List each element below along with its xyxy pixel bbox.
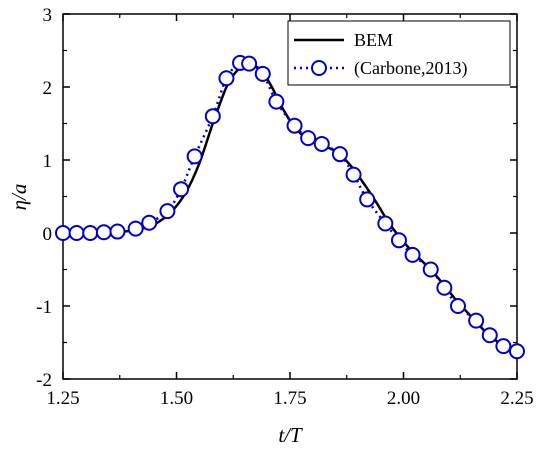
series-carbone-marker	[331, 146, 348, 163]
series-carbone-marker	[159, 203, 176, 220]
x-tick-label: 1.50	[160, 388, 193, 409]
series-carbone-marker	[377, 215, 394, 232]
x-tick-label: 2.25	[500, 388, 533, 409]
series-layer	[63, 60, 517, 353]
series-carbone-marker	[495, 338, 512, 355]
series-carbone-marker	[82, 225, 99, 241]
y-tick-label: 1	[43, 151, 53, 172]
series-carbone-marker	[268, 93, 285, 110]
series-carbone-marker	[218, 70, 235, 87]
series-carbone-marker	[241, 55, 258, 72]
series-carbone-marker	[55, 225, 71, 241]
series-carbone-marker	[509, 343, 525, 360]
series-carbone-marker	[286, 117, 303, 134]
series-carbone-marker	[481, 327, 498, 344]
series-carbone-marker	[109, 223, 126, 240]
legend-carbone-label: (Carbone,2013)	[354, 58, 467, 79]
series-carbone-marker	[449, 298, 466, 314]
series-carbone-marker	[422, 261, 439, 278]
y-tick-label: 2	[43, 78, 53, 99]
series-carbone-marker	[127, 220, 144, 237]
legend: BEM (Carbone,2013)	[287, 20, 511, 86]
series-carbone-marker	[436, 279, 453, 296]
series-carbone-line	[63, 60, 517, 353]
series-bem-line	[63, 62, 517, 351]
x-tick-label: 1.25	[46, 388, 79, 409]
y-tick-label: -2	[36, 370, 52, 391]
series-carbone-marker	[204, 108, 221, 125]
y-tick-label: 0	[43, 224, 53, 245]
series-carbone-marker	[313, 135, 330, 152]
series-carbone-marker	[404, 246, 421, 263]
series-carbone-marker	[95, 224, 112, 241]
series-carbone-marker	[468, 312, 485, 329]
x-tick-label: 2.00	[387, 388, 420, 409]
y-axis-label: η/a	[7, 184, 31, 211]
series-carbone-marker	[68, 225, 85, 241]
series-carbone-marker	[254, 65, 271, 82]
x-tick-label: 1.75	[273, 388, 306, 409]
series-carbone-marker	[173, 181, 190, 198]
series-carbone-marker	[345, 166, 362, 183]
series-carbone-marker	[141, 214, 158, 231]
tick-labels: 1.25 1.50 1.75 2.00 2.25 -2 -1 0 1 2 3	[36, 5, 533, 409]
tick-marks	[62, 13, 518, 380]
series-carbone-marker	[300, 130, 317, 147]
series-carbone-marker	[186, 148, 203, 165]
legend-box	[287, 20, 511, 86]
series-carbone-marker	[390, 232, 407, 249]
legend-bem-label: BEM	[354, 30, 393, 50]
x-axis-label: t/T	[278, 423, 303, 447]
series-carbone-marker	[359, 191, 376, 208]
y-tick-label: 3	[43, 5, 53, 26]
y-tick-label: -1	[36, 297, 52, 318]
legend-carbone-marker	[311, 60, 327, 76]
